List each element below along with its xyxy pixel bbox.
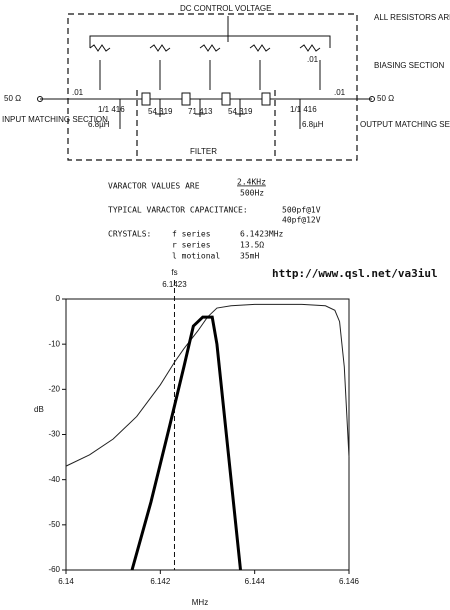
note: 13.5Ω — [240, 241, 264, 250]
note: r series — [172, 241, 211, 250]
note: 500pf@1V — [282, 206, 321, 215]
crystals — [141, 92, 271, 106]
y-tick-label: -10 — [48, 339, 60, 348]
outer-box — [67, 13, 358, 161]
marker-value: 6.1423 — [162, 280, 187, 289]
chart: MHz dB 0 -10 -20 -30 -40 -50 -60 6.14 6.142 6.144… — [34, 268, 360, 607]
label: .01 — [334, 88, 346, 97]
note: 6.1423MHz — [240, 230, 284, 239]
note: 2.4KHz — [237, 178, 266, 187]
y-tick-label: -40 — [48, 475, 60, 484]
port — [369, 96, 375, 102]
label: 54 319 — [228, 107, 253, 116]
label: 1/1 416 — [98, 105, 125, 114]
x-tick-label: 6.14 — [58, 577, 74, 586]
label: 6.8µH — [302, 120, 324, 129]
label: FILTER — [190, 147, 217, 156]
note: l motional — [172, 252, 220, 261]
notes: VARACTOR VALUES ARE 2.4KHz 500Hz TYPICAL… — [108, 178, 438, 281]
x-tick-label: 6.146 — [339, 577, 360, 586]
marker-name: fs — [171, 268, 177, 277]
note: 35mH — [240, 252, 259, 261]
label: .01 — [307, 55, 319, 64]
port — [37, 96, 43, 102]
plot-frame — [65, 298, 350, 571]
note: TYPICAL VARACTOR CAPACITANCE: — [108, 206, 248, 215]
x-tick-label: 6.144 — [245, 577, 266, 586]
label: 1/1 416 — [290, 105, 317, 114]
schematic: DC CONTROL VOLTAGE ALL RESISTORS ARE 100… — [2, 4, 450, 161]
note: 500Hz — [240, 189, 264, 198]
label: OUTPUT MATCHING SECTION — [360, 120, 450, 129]
note: 40pf@12V — [282, 216, 321, 225]
curve — [130, 315, 243, 571]
label: INPUT MATCHING SECTION — [2, 115, 108, 124]
curve — [65, 303, 350, 467]
varactors — [155, 99, 245, 117]
note: CRYSTALS: — [108, 230, 151, 239]
bias-bus — [89, 35, 331, 48]
y-tick-label: -20 — [48, 384, 60, 393]
note: f series — [172, 230, 211, 239]
y-tick-label: 0 — [56, 294, 61, 303]
y-tick-label: -30 — [48, 430, 60, 439]
label: ALL RESISTORS ARE 100K — [374, 13, 450, 22]
y-tick-label: -50 — [48, 520, 60, 529]
label: 50 Ω — [4, 94, 21, 103]
x-tick-label: 6.142 — [150, 577, 171, 586]
resistors — [89, 44, 321, 52]
label: 50 Ω — [377, 94, 394, 103]
label: BIASING SECTION — [374, 61, 444, 70]
y-axis-label: dB — [34, 405, 44, 414]
label: 54 319 — [148, 107, 173, 116]
inductors — [119, 99, 301, 129]
note: VARACTOR VALUES ARE — [108, 182, 200, 191]
label: 71 413 — [188, 107, 213, 116]
bias-feeds — [99, 60, 321, 90]
label: 6.8µH — [88, 120, 110, 129]
url: http://www.qsl.net/va3iul — [272, 267, 438, 280]
label: DC CONTROL VOLTAGE — [180, 4, 271, 13]
label: .01 — [72, 88, 84, 97]
y-tick-label: -60 — [48, 565, 60, 574]
x-axis-label: MHz — [192, 598, 208, 607]
